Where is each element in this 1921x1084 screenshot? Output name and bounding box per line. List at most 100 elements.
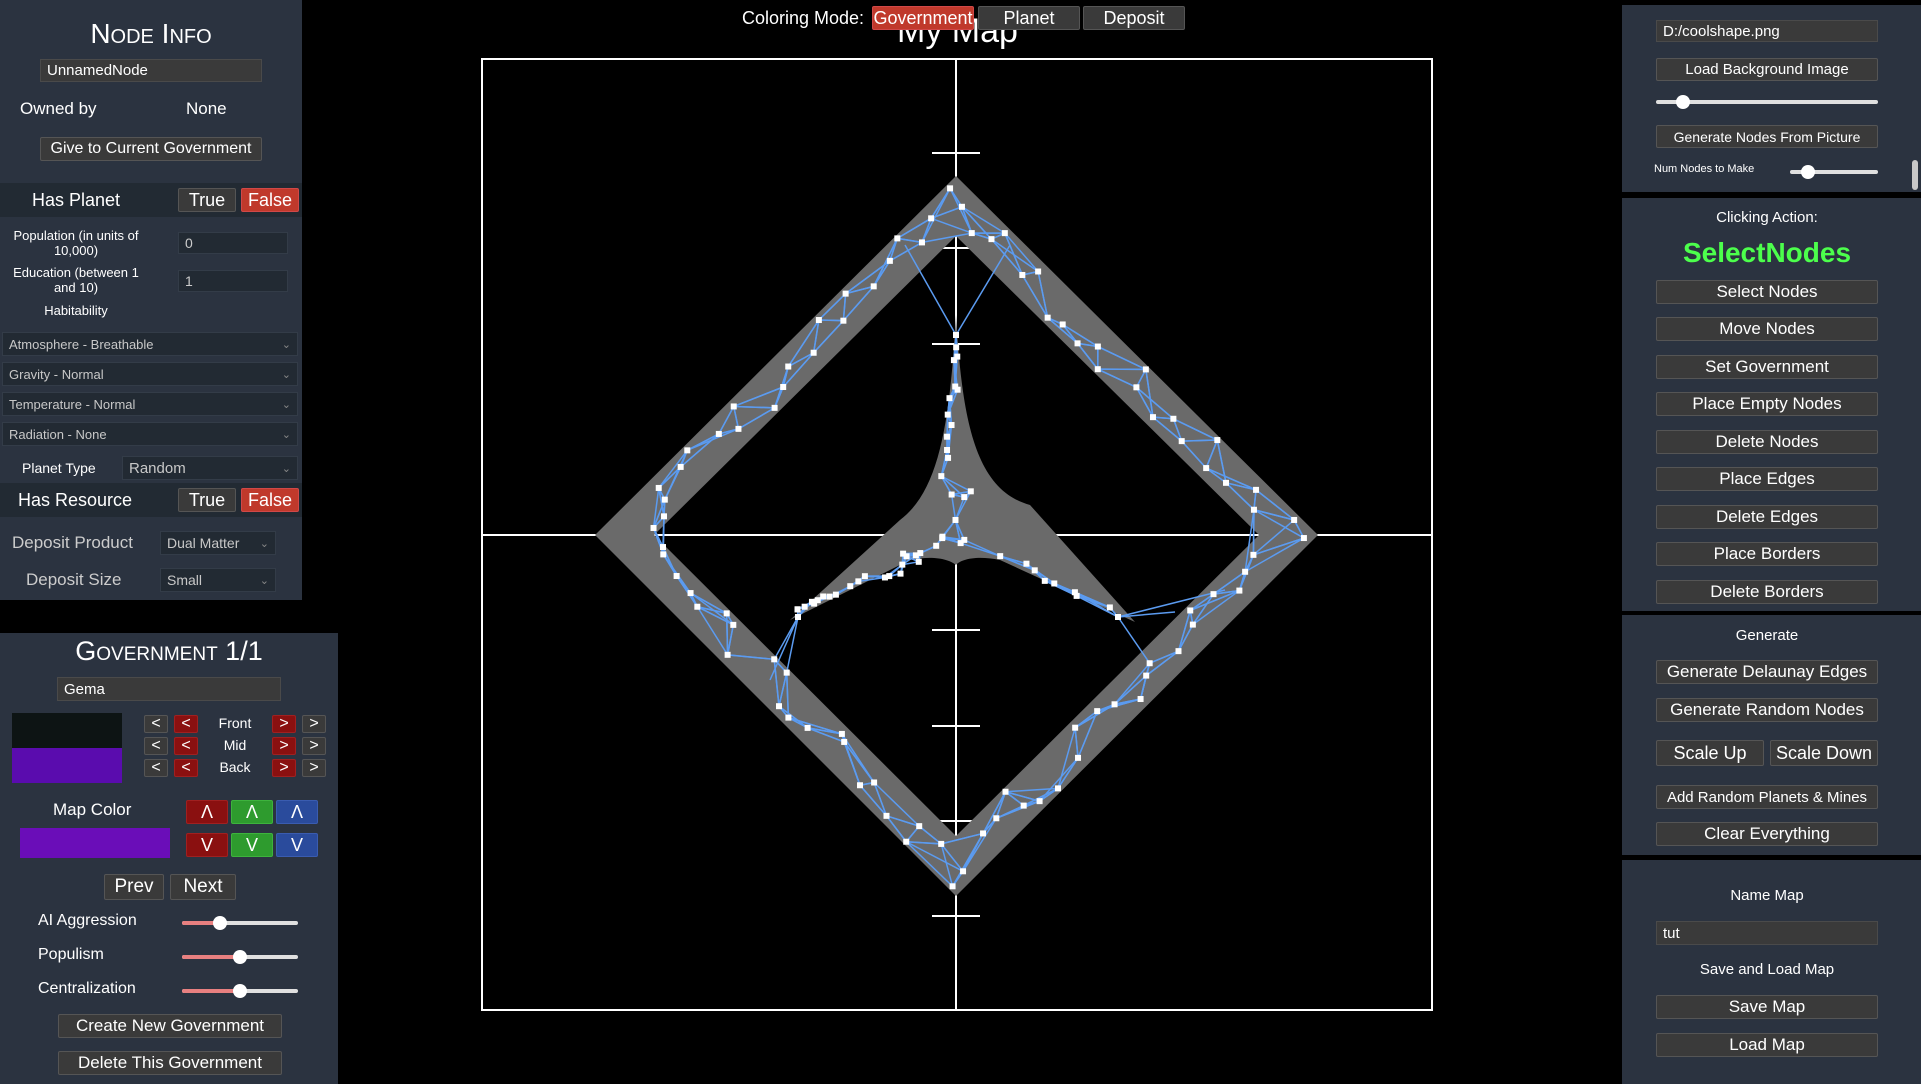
background-path-input[interactable]: D:/coolshape.png — [1656, 20, 1878, 42]
mesh-edge — [903, 552, 916, 557]
delete-borders-button[interactable]: Delete Borders — [1656, 580, 1878, 604]
mesh-edge — [1025, 563, 1036, 571]
mesh-edge — [915, 552, 921, 557]
scrollbar[interactable] — [1912, 160, 1918, 190]
radiation-dropdown[interactable]: Radiation - None ⌄ — [2, 422, 298, 446]
mesh-edge — [954, 386, 959, 391]
mesh-edge — [773, 366, 789, 409]
scale-down-button[interactable]: Scale Down — [1770, 740, 1878, 766]
mesh-edge — [733, 386, 784, 408]
planet-type-dropdown[interactable]: Random ⌄ — [122, 456, 298, 480]
num-nodes-knob[interactable] — [1800, 165, 1815, 179]
place-empty-nodes-button[interactable]: Place Empty Nodes — [1656, 392, 1878, 416]
mesh-edge — [696, 606, 729, 656]
mode-government-button[interactable]: Government — [872, 6, 974, 30]
mode-planet-button[interactable]: Planet — [978, 6, 1080, 30]
delete-edges-button[interactable]: Delete Edges — [1656, 505, 1878, 529]
has-resource-false-button[interactable]: False — [241, 488, 299, 512]
atmosphere-dropdown[interactable]: Atmosphere - Breathable ⌄ — [2, 332, 298, 356]
move-nodes-button[interactable]: Move Nodes — [1656, 317, 1878, 341]
mid-prev-red-button[interactable]: < — [174, 737, 198, 755]
generate-from-picture-button[interactable]: Generate Nodes From Picture — [1656, 125, 1878, 148]
mesh-edge — [787, 319, 820, 367]
mid-next-red-button[interactable]: > — [272, 737, 296, 755]
centralization-knob[interactable] — [233, 984, 247, 998]
mesh-edge — [1177, 624, 1194, 652]
mesh-edge — [662, 516, 665, 555]
set-government-button[interactable]: Set Government — [1656, 355, 1878, 379]
axis-ticks — [932, 152, 980, 917]
mid-next-gray-button[interactable]: > — [302, 737, 326, 755]
scale-up-button[interactable]: Scale Up — [1656, 740, 1764, 766]
green-down-button[interactable]: V — [231, 833, 273, 857]
load-background-button[interactable]: Load Background Image — [1656, 58, 1878, 81]
populism-knob[interactable] — [233, 950, 247, 964]
front-next-gray-button[interactable]: > — [302, 715, 326, 733]
mesh-edge — [1145, 650, 1179, 677]
radiation-value: Radiation - None — [9, 426, 107, 442]
front-prev-red-button[interactable]: < — [174, 715, 198, 733]
create-government-button[interactable]: Create New Government — [58, 1014, 282, 1038]
background-opacity-knob[interactable] — [1675, 95, 1690, 109]
has-planet-true-button[interactable]: True — [178, 188, 236, 212]
education-input[interactable]: 1 — [178, 270, 288, 292]
delete-government-button[interactable]: Delete This Government — [58, 1051, 282, 1075]
mesh-edge — [1177, 624, 1194, 652]
mesh-edge — [733, 405, 775, 409]
government-name-input[interactable]: Gema — [57, 677, 281, 701]
back-next-red-button[interactable]: > — [272, 759, 296, 777]
mesh-edge — [951, 833, 984, 887]
mesh-node — [1143, 672, 1150, 679]
save-map-button[interactable]: Save Map — [1656, 995, 1878, 1019]
deposit-product-dropdown[interactable]: Dual Matter ⌄ — [160, 531, 276, 555]
mesh-edge — [906, 555, 920, 563]
node-name-input[interactable]: UnnamedNode — [40, 59, 262, 82]
has-planet-false-button[interactable]: False — [241, 188, 299, 212]
select-nodes-button[interactable]: Select Nodes — [1656, 280, 1878, 304]
mesh-node — [1074, 340, 1081, 347]
red-down-button[interactable]: V — [186, 833, 228, 857]
back-prev-gray-button[interactable]: < — [144, 759, 168, 777]
add-random-planets-button[interactable]: Add Random Planets & Mines — [1656, 785, 1878, 809]
background-opacity-slider[interactable] — [1656, 95, 1878, 109]
num-nodes-slider[interactable] — [1790, 165, 1878, 179]
populism-slider[interactable] — [182, 950, 298, 964]
delete-nodes-button[interactable]: Delete Nodes — [1656, 430, 1878, 454]
prev-government-button[interactable]: Prev — [104, 874, 164, 900]
mesh-edge — [1205, 467, 1257, 491]
has-resource-true-button[interactable]: True — [178, 488, 236, 512]
front-next-red-button[interactable]: > — [272, 715, 296, 733]
ai-aggression-slider[interactable] — [182, 916, 298, 930]
ai-aggression-knob[interactable] — [213, 916, 228, 930]
mesh-node — [894, 235, 901, 242]
back-prev-red-button[interactable]: < — [174, 759, 198, 777]
blue-up-button[interactable]: Λ — [276, 800, 318, 824]
load-map-button[interactable]: Load Map — [1656, 1033, 1878, 1057]
front-prev-gray-button[interactable]: < — [144, 715, 168, 733]
generate-delaunay-button[interactable]: Generate Delaunay Edges — [1656, 660, 1878, 684]
generate-random-nodes-button[interactable]: Generate Random Nodes — [1656, 698, 1878, 722]
place-edges-button[interactable]: Place Edges — [1656, 467, 1878, 491]
clear-everything-button[interactable]: Clear Everything — [1656, 822, 1878, 846]
mesh-edge — [733, 405, 775, 409]
mesh-edge — [1253, 489, 1257, 510]
back-next-gray-button[interactable]: > — [302, 759, 326, 777]
centralization-slider[interactable] — [182, 984, 298, 998]
give-to-government-button[interactable]: Give to Current Government — [40, 137, 262, 161]
mode-deposit-button[interactable]: Deposit — [1083, 6, 1185, 30]
deposit-size-dropdown[interactable]: Small ⌄ — [160, 568, 276, 592]
place-borders-button[interactable]: Place Borders — [1656, 542, 1878, 566]
blue-down-button[interactable]: V — [276, 833, 318, 857]
mesh-edge — [1005, 791, 1025, 807]
mid-prev-gray-button[interactable]: < — [144, 737, 168, 755]
red-up-button[interactable]: Λ — [186, 800, 228, 824]
mesh-edge — [813, 595, 824, 605]
gravity-dropdown[interactable]: Gravity - Normal ⌄ — [2, 362, 298, 386]
green-up-button[interactable]: Λ — [231, 800, 273, 824]
map-name-input[interactable]: tut — [1656, 921, 1878, 945]
mesh-edge — [664, 466, 682, 500]
temperature-dropdown[interactable]: Temperature - Normal ⌄ — [2, 392, 298, 416]
population-input[interactable]: 0 — [178, 232, 288, 254]
mesh-edge — [940, 475, 972, 492]
next-government-button[interactable]: Next — [170, 874, 236, 900]
